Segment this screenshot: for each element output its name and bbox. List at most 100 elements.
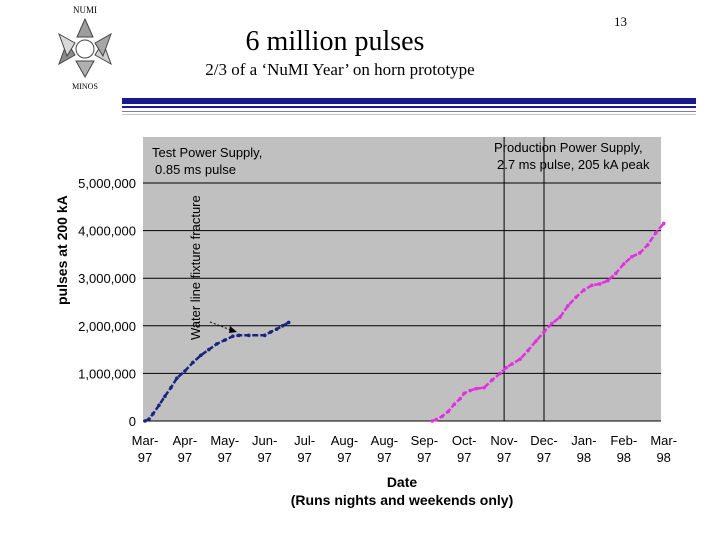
annotation-arrowhead [229,326,237,333]
data-point [637,251,642,255]
data-point [452,402,457,407]
data-point [526,348,530,353]
data-point [246,333,251,338]
logo-top-text: NUMI [73,5,97,15]
x-tick-label: Sep-97 [411,433,438,465]
x-tick-label: Aug-97 [331,433,358,465]
data-point [183,369,187,373]
data-point [622,262,626,266]
data-point [518,357,522,361]
data-point [223,338,227,342]
data-point [175,376,179,380]
data-point [606,278,610,283]
annotation-arrow [209,321,237,333]
data-point [542,330,546,334]
y-tick-label: 4,000,000 [78,224,136,239]
data-point [274,327,279,331]
data-point [157,403,161,408]
data-point [458,396,463,401]
annotation-water-line: Water line fixture fracture [188,195,203,340]
data-point [191,360,195,365]
data-point [645,243,650,247]
x-tick-label: Feb-98 [610,433,637,465]
x-tick-label: Jan-98 [571,433,596,465]
data-point [550,321,554,326]
y-tick-label: 5,000,000 [78,176,136,191]
page-number: 13 [614,14,627,29]
data-point [510,362,514,366]
y-axis-label: pulses at 200 kA [54,195,70,305]
data-point [230,334,235,339]
data-point [598,282,602,286]
data-point [440,414,445,419]
data-point [207,347,211,352]
slide-subtitle: 2/3 of a ‘NuMI Year’ on horn prototype [205,60,475,79]
data-point [151,412,155,416]
data-point [482,385,486,390]
data-point [430,419,435,423]
data-point [215,342,219,346]
x-axis-ticks: Mar-97 Apr-97 May-97 Jun-97 Jul-97 Aug-97 Aug-… [132,433,677,465]
production-supply-line [431,222,665,423]
gridlines [143,182,661,422]
y-tick-label: 0 [129,414,136,429]
data-point [286,320,291,325]
data-point [468,388,472,393]
data-point [169,385,173,390]
data-point [147,417,151,421]
x-axis-label: Date [387,474,418,490]
header-rule [122,98,696,104]
y-axis-ticks: 0 1,000,000 2,000,000 3,000,000 4,000,000 5,0… [78,176,136,429]
data-point [653,231,658,235]
data-point [236,333,241,338]
annotation-test-power-line2: 0.85 ms pulse [155,162,236,177]
data-point [434,417,439,422]
data-point [629,254,634,259]
logo-bottom-text: MINOS [72,82,98,91]
y-tick-label: 1,000,000 [78,366,136,381]
data-point [490,378,494,382]
x-tick-label: Mar-98 [650,433,677,465]
header-rule-light [122,111,696,112]
data-point [566,304,570,308]
data-point [268,330,273,334]
x-tick-label: Apr-97 [173,433,198,465]
y-tick-label: 3,000,000 [78,271,136,286]
data-point [574,295,578,300]
star-logo-icon [58,17,112,79]
data-point [498,371,502,376]
x-tick-label: Jul-97 [294,433,315,465]
x-tick-label: Oct-97 [452,433,477,465]
data-point [534,339,538,343]
x-tick-label: Nov-97 [490,433,517,465]
data-point [262,333,267,338]
data-point [199,353,203,358]
data-point [582,288,586,292]
x-tick-label: Dec-97 [530,433,557,465]
data-point [163,394,167,399]
data-point [143,419,147,423]
data-point [661,221,666,226]
reference-lines [503,137,545,421]
slide-title: 6 million pulses [245,26,425,57]
x-axis-sublabel: (Runs nights and weekends only) [291,492,513,508]
data-point [504,365,508,370]
data-point [446,409,451,414]
x-tick-label: Jun-97 [252,433,277,465]
numi-minos-logo: NUMI MINOS [50,5,120,93]
annotation-production-power-line2: 2.7 ms pulse, 205 kA peak [497,157,650,172]
data-point [474,386,478,391]
annotation-test-power-line1: Test Power Supply, [152,145,262,160]
data-point [614,271,618,276]
data-point [590,283,594,288]
header-rule-faint [122,114,696,115]
x-tick-label: Aug-97 [371,433,398,465]
data-point [462,391,467,396]
header-rule-thin [122,106,696,108]
x-tick-label: Mar-97 [132,433,159,465]
annotation-production-power: Production Power Supply, 2.7 ms pulse, 2… [494,140,650,172]
data-point [558,315,562,320]
data-series [143,221,666,423]
annotation-test-power: Test Power Supply, 0.85 ms pulse [152,145,262,177]
